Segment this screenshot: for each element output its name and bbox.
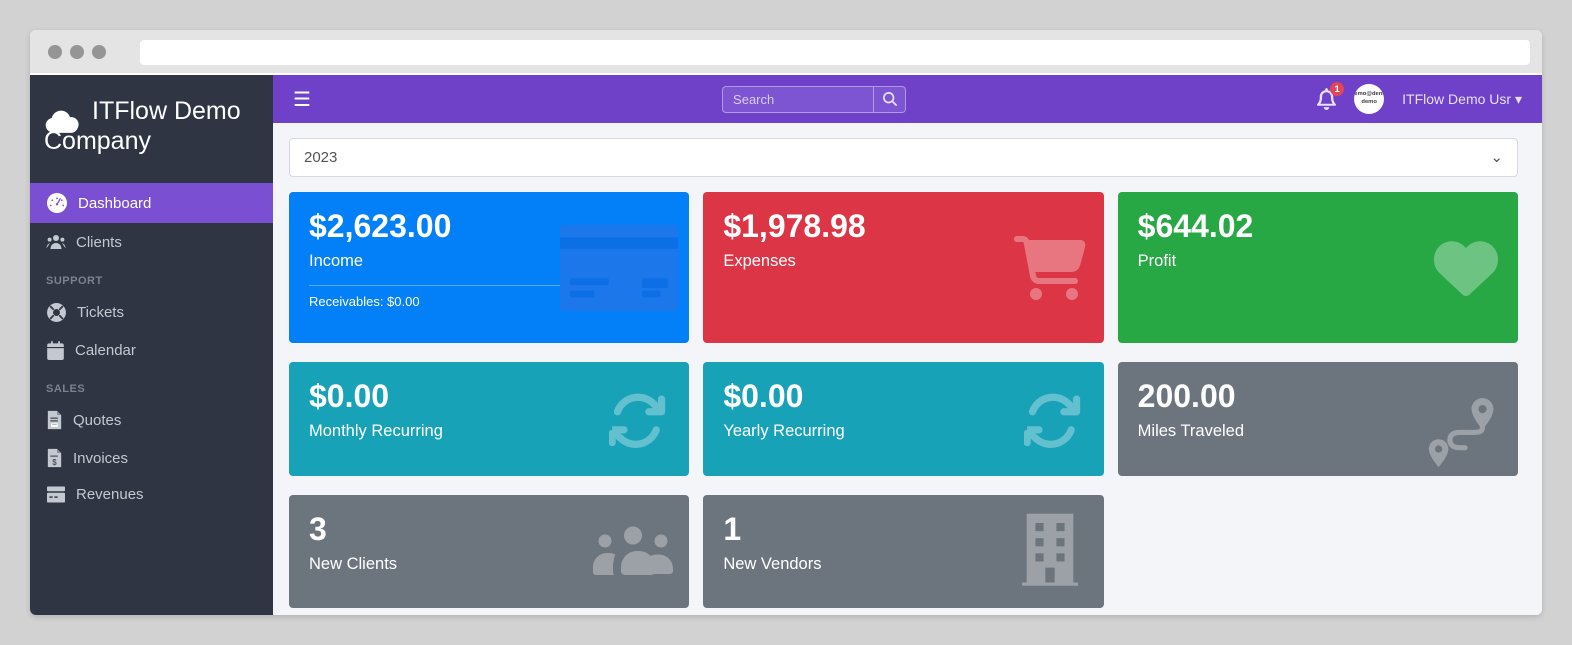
svg-text:$: $ bbox=[52, 458, 57, 467]
